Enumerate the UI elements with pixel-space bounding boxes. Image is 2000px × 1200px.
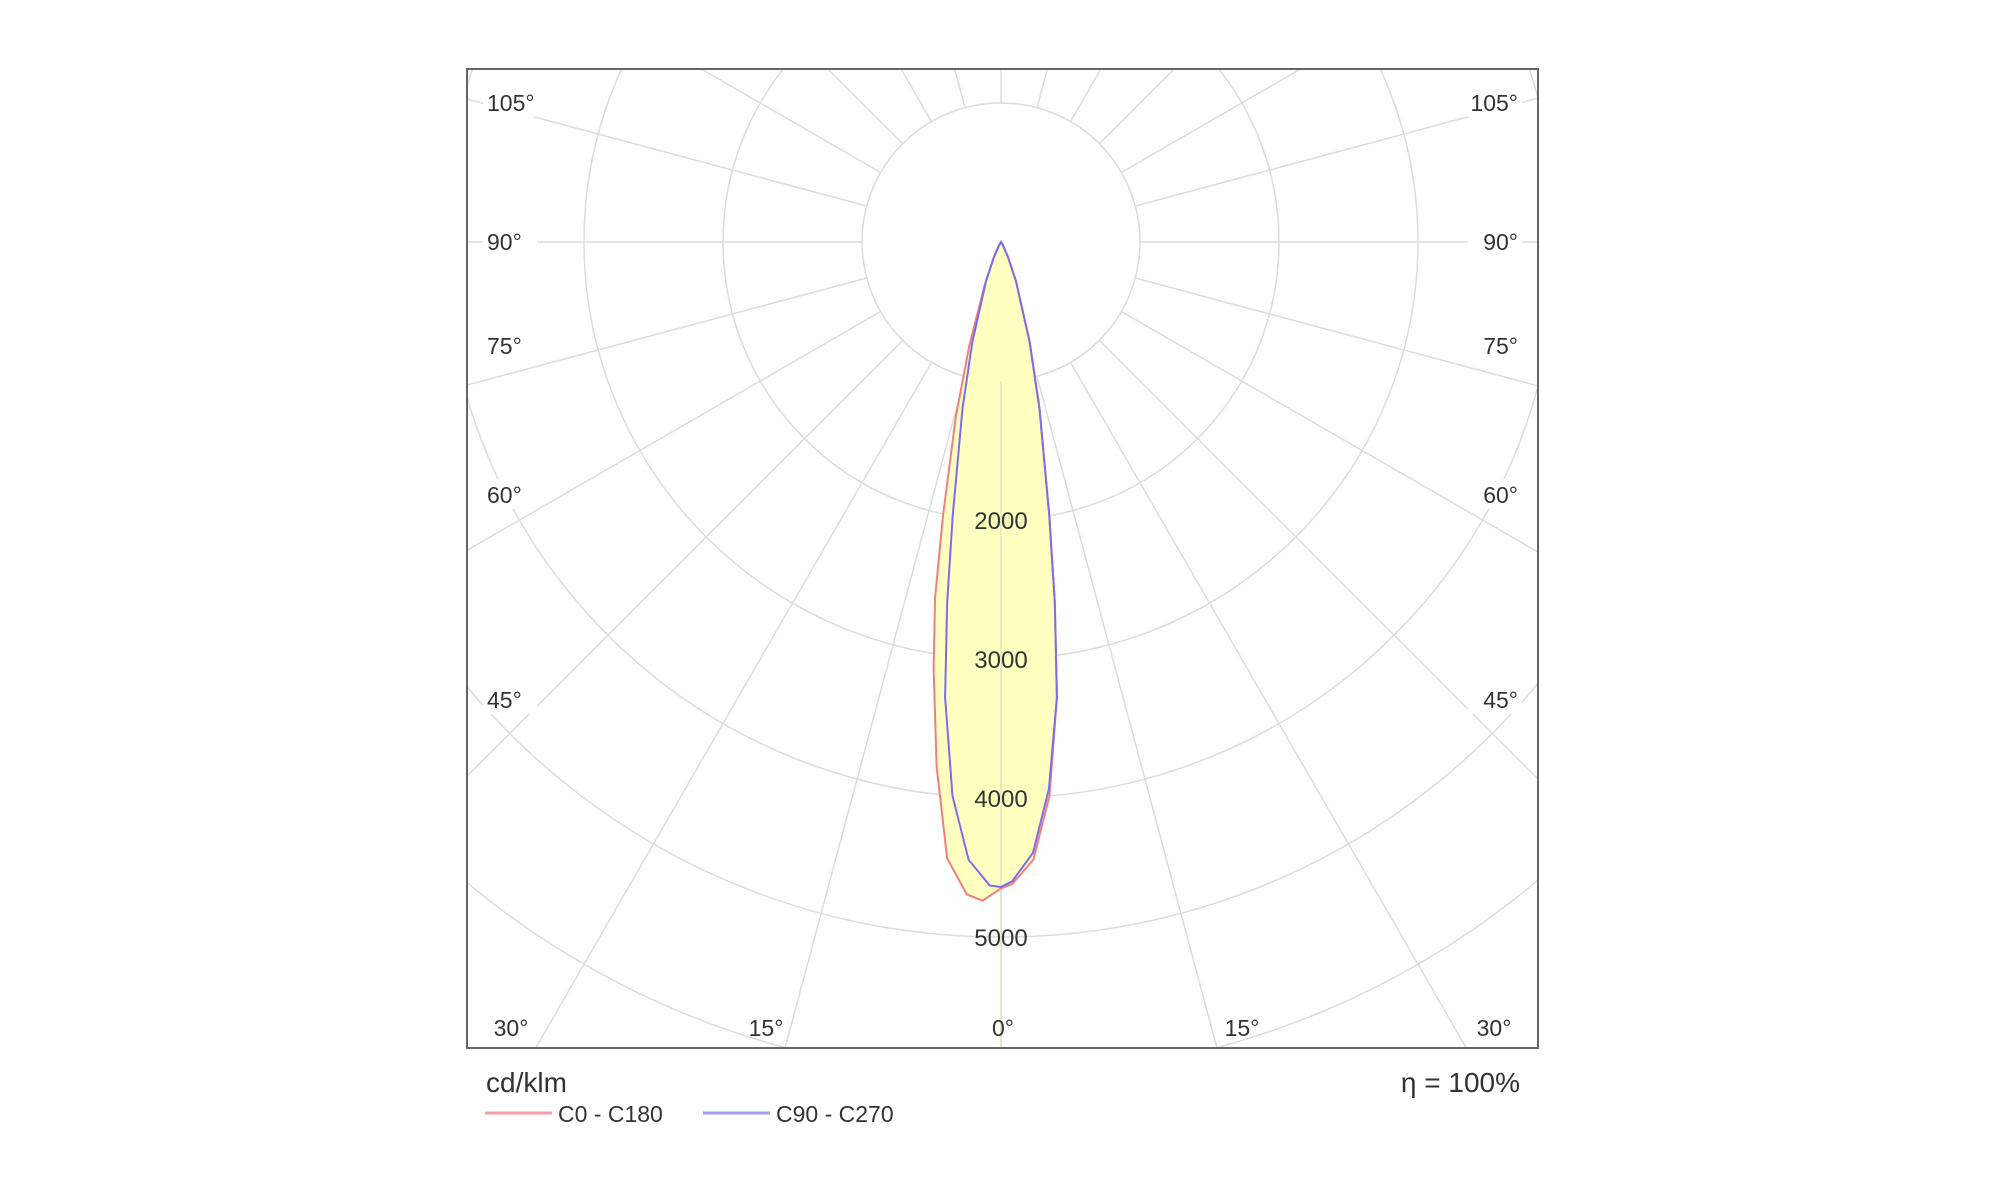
angle-label-right: 90° bbox=[1483, 229, 1518, 255]
radial-tick-label: 5000 bbox=[974, 925, 1027, 952]
label-bg bbox=[1468, 684, 1522, 714]
angle-label-left: 45° bbox=[487, 687, 522, 713]
legend-label-c0-c180: C0 - C180 bbox=[558, 1101, 663, 1127]
angle-label-left: 90° bbox=[487, 229, 522, 255]
series-line-c90-c270 bbox=[944, 240, 1058, 889]
grid-spoke bbox=[827, 69, 904, 145]
label-bg bbox=[1468, 479, 1522, 509]
grid-spoke bbox=[1069, 362, 1467, 1048]
grid-spoke bbox=[1098, 69, 1175, 145]
label-bg bbox=[1468, 226, 1522, 256]
grid-spoke bbox=[784, 376, 966, 1048]
unit-label: cd/klm bbox=[486, 1067, 567, 1098]
angle-label-bottom: 15° bbox=[749, 1015, 784, 1041]
angle-label-bottom: 30° bbox=[494, 1015, 529, 1041]
angle-label-left: 105° bbox=[487, 90, 535, 116]
angle-label-right: 105° bbox=[1470, 90, 1518, 116]
grid-spoke bbox=[1036, 69, 1049, 108]
grid-spoke bbox=[1135, 277, 1538, 387]
grid-spoke bbox=[467, 339, 904, 777]
grid-spoke bbox=[1121, 69, 1302, 174]
label-bg bbox=[483, 226, 537, 256]
angle-label-bottom: 30° bbox=[1477, 1015, 1512, 1041]
lobes bbox=[932, 240, 1058, 1048]
efficiency-label: η = 100% bbox=[1401, 1067, 1520, 1098]
grid-spoke bbox=[953, 69, 966, 108]
label-bg bbox=[483, 684, 537, 714]
label-bg bbox=[1468, 330, 1522, 360]
grid-spoke bbox=[467, 277, 867, 386]
radial-tick-label: 3000 bbox=[974, 647, 1027, 674]
plot-frame bbox=[466, 68, 1539, 1049]
grid-spoke bbox=[900, 69, 933, 122]
grid-spoke bbox=[1069, 69, 1102, 122]
angle-label-left: 75° bbox=[487, 333, 522, 359]
grid-spoke bbox=[700, 69, 881, 174]
grid-spoke bbox=[1098, 339, 1538, 780]
angle-label-right: 45° bbox=[1483, 687, 1518, 713]
grid-spoke bbox=[535, 362, 933, 1048]
label-bg bbox=[483, 330, 537, 360]
grid-spoke bbox=[1036, 376, 1218, 1048]
legend-label-c90-c270: C90 - C270 bbox=[776, 1101, 894, 1127]
angle-label-bottom: 0° bbox=[992, 1015, 1014, 1041]
angle-label-right: 60° bbox=[1483, 482, 1518, 508]
label-bg bbox=[483, 479, 537, 509]
radial-tick-labels: 2000 3000 4000 5000 bbox=[974, 508, 1027, 952]
label-bg bbox=[483, 87, 537, 117]
grid-spoke bbox=[1121, 310, 1538, 553]
radial-tick-label: 4000 bbox=[974, 786, 1027, 813]
angle-label-left: 60° bbox=[487, 482, 522, 508]
angle-label-bottom: 15° bbox=[1225, 1015, 1260, 1041]
radial-tick-label: 2000 bbox=[974, 508, 1027, 535]
grid-spoke bbox=[467, 310, 881, 551]
label-bg bbox=[1468, 87, 1522, 117]
angle-tick-labels: 105° 90° 75° 60° 45° 105° 90° 75° 60° 45° 30° 15° 0°… bbox=[483, 87, 1522, 1041]
angle-label-right: 75° bbox=[1483, 333, 1518, 359]
